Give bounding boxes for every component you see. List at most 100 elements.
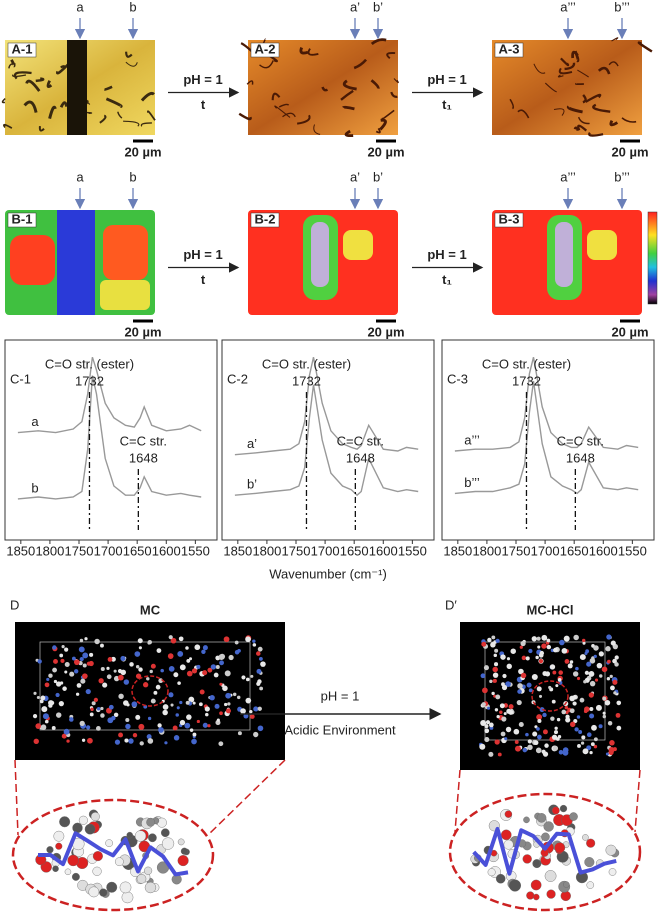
atom [170, 703, 174, 707]
atom [494, 708, 499, 712]
atom [534, 725, 538, 729]
atom [616, 700, 622, 706]
atom [52, 865, 59, 873]
crack [577, 116, 590, 125]
atom [518, 668, 524, 675]
atom [522, 747, 528, 753]
atom [250, 714, 255, 719]
atom [228, 654, 234, 661]
atom [210, 664, 217, 670]
atom [610, 640, 616, 646]
arrow-bottom: Acidic Environment [284, 722, 396, 737]
atom [557, 735, 562, 739]
atom [99, 888, 108, 897]
annotation-value: 1732 [292, 373, 321, 388]
atom [496, 715, 500, 719]
atom [86, 725, 91, 730]
annotation-text: C=C str. [120, 433, 167, 448]
atom [256, 681, 261, 686]
atom [492, 672, 499, 678]
series-label: a’ [247, 436, 257, 451]
atom [119, 881, 132, 894]
atom [135, 665, 140, 669]
atom [222, 685, 228, 692]
zoom-line [207, 759, 286, 836]
atom [161, 837, 175, 850]
atom [494, 739, 500, 745]
atom [574, 727, 579, 732]
zoom-line [14, 759, 19, 836]
atom [44, 682, 50, 688]
atom [87, 737, 93, 744]
atom [240, 708, 246, 714]
atom [546, 638, 551, 643]
panel-label: B-1 [12, 211, 33, 226]
atom [549, 664, 556, 670]
atom [67, 854, 79, 867]
atom [85, 688, 91, 695]
atom [92, 851, 103, 862]
atom [162, 709, 168, 716]
atom [82, 663, 87, 668]
x-tick-label: 1700 [531, 543, 560, 558]
atom [53, 659, 58, 664]
atom [129, 662, 134, 667]
atom [602, 696, 607, 701]
atom [563, 881, 570, 888]
crack [125, 61, 138, 67]
atom [523, 816, 530, 824]
x-axis-label: Wavenumber (cm⁻¹) [269, 566, 387, 581]
atom [590, 742, 595, 747]
atom [168, 692, 174, 698]
atom [76, 683, 82, 688]
atom [532, 731, 538, 737]
atom [232, 692, 237, 697]
atom [102, 682, 108, 688]
atom [554, 726, 558, 730]
atom [616, 725, 622, 731]
atom [92, 866, 102, 876]
atom [482, 687, 488, 694]
atom [528, 648, 533, 654]
atom [196, 719, 200, 724]
crack [386, 52, 396, 59]
panel-label: D′ [445, 597, 457, 612]
atom [536, 636, 541, 641]
atom [484, 724, 489, 729]
atom [189, 657, 193, 661]
x-tick-label: 1850 [223, 543, 252, 558]
atom [51, 726, 56, 730]
crack [282, 112, 296, 118]
crack [558, 67, 573, 75]
marker-label: b [129, 0, 136, 14]
atom [126, 831, 133, 839]
map-region [57, 210, 95, 315]
atom [175, 713, 179, 717]
atom [106, 674, 112, 680]
atom [120, 669, 126, 676]
atom [191, 738, 197, 745]
arrow-top: pH = 1 [183, 72, 222, 87]
crack [370, 38, 387, 46]
crack [274, 105, 291, 118]
atom [46, 846, 54, 854]
atom [252, 643, 257, 647]
atom [593, 744, 598, 749]
atom [593, 737, 598, 742]
atom [219, 682, 223, 686]
atom [237, 731, 242, 736]
atom [588, 692, 594, 698]
atom [561, 647, 568, 654]
atom [157, 723, 162, 728]
panel-label: A-2 [255, 41, 276, 56]
atom [186, 670, 193, 677]
atom [168, 665, 175, 672]
crack [296, 114, 311, 125]
chart-title: C-3 [447, 371, 468, 386]
atom [79, 720, 85, 727]
arrow-bottom: t₁ [442, 272, 452, 287]
crack [271, 92, 281, 101]
atom [514, 740, 519, 744]
atom [160, 828, 170, 838]
atom [192, 732, 197, 737]
